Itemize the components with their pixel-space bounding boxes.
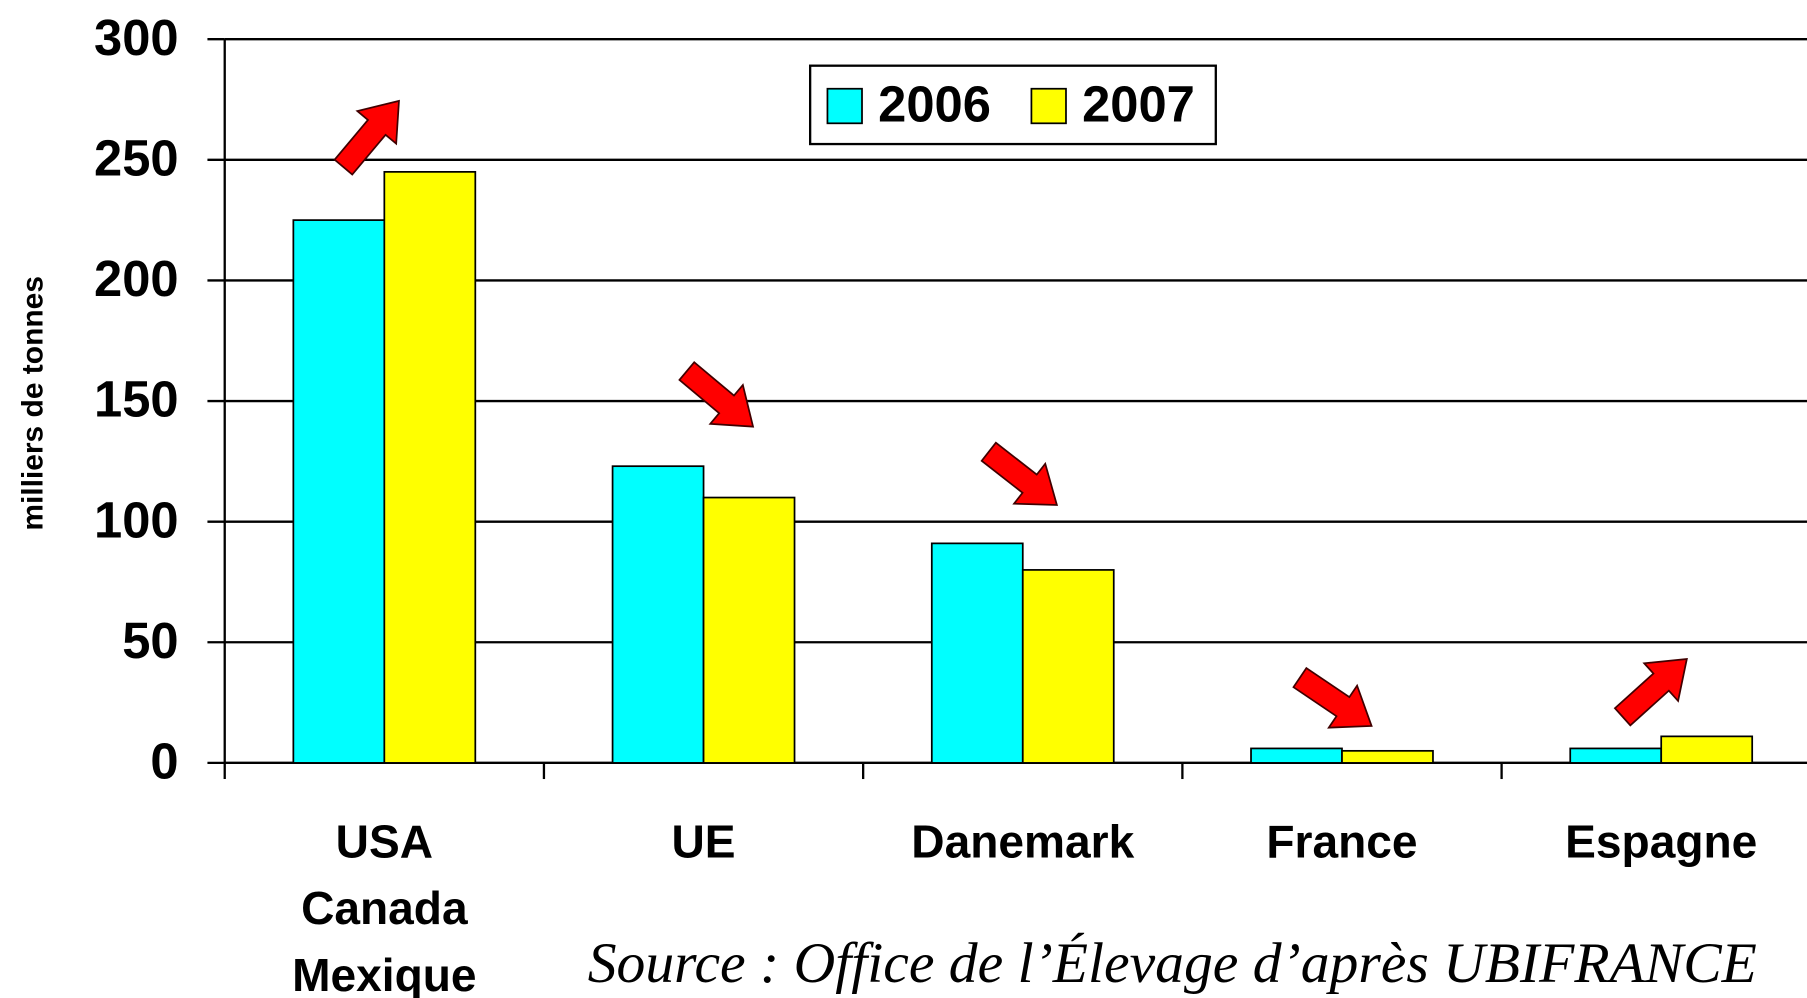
legend-box (808, 64, 1217, 146)
legend-swatch (826, 87, 863, 125)
marks: 0 50 100 150 200 250 300 (94, 9, 1807, 790)
y-tick-label: 150 (94, 371, 179, 428)
arrow-down (980, 441, 1059, 506)
legend-label: 2006 (878, 76, 991, 133)
y-axis-title: milliers de tonnes (16, 276, 49, 531)
x-tick-label: UE (671, 817, 736, 868)
source-note: Source : Office de l’Élevage d’après UBI… (587, 930, 1757, 995)
x-tick-label: France (1266, 817, 1418, 868)
y-tick-label: 50 (122, 612, 178, 669)
bar (1660, 735, 1754, 764)
x-tick-label: USA Canada Mexique (292, 817, 477, 998)
bar (702, 496, 796, 764)
bar (1341, 749, 1434, 764)
arrow-down (678, 361, 755, 428)
bar (383, 170, 477, 764)
arrows (333, 99, 1688, 729)
legend: 2006 2007 (808, 64, 1217, 146)
y-tick-label: 100 (94, 491, 179, 548)
x-tick-label: Espagne (1565, 817, 1758, 868)
arrow-up (1613, 657, 1688, 727)
x-tick-label: Danemark (911, 817, 1135, 868)
bar (930, 542, 1024, 764)
legend-label: 2007 (1082, 76, 1195, 133)
bar (1250, 747, 1343, 764)
arrow-down (1292, 666, 1373, 729)
bar (292, 219, 386, 764)
y-tick-label: 250 (94, 129, 179, 186)
bar (1569, 747, 1663, 764)
y-tick-label: 300 (94, 9, 179, 66)
legend-swatch (1030, 87, 1067, 125)
y-tick-label: 200 (94, 250, 179, 307)
y-tick-label: 0 (150, 733, 178, 790)
bar (611, 465, 705, 764)
bar (1021, 569, 1115, 764)
arrow-up (333, 99, 400, 176)
